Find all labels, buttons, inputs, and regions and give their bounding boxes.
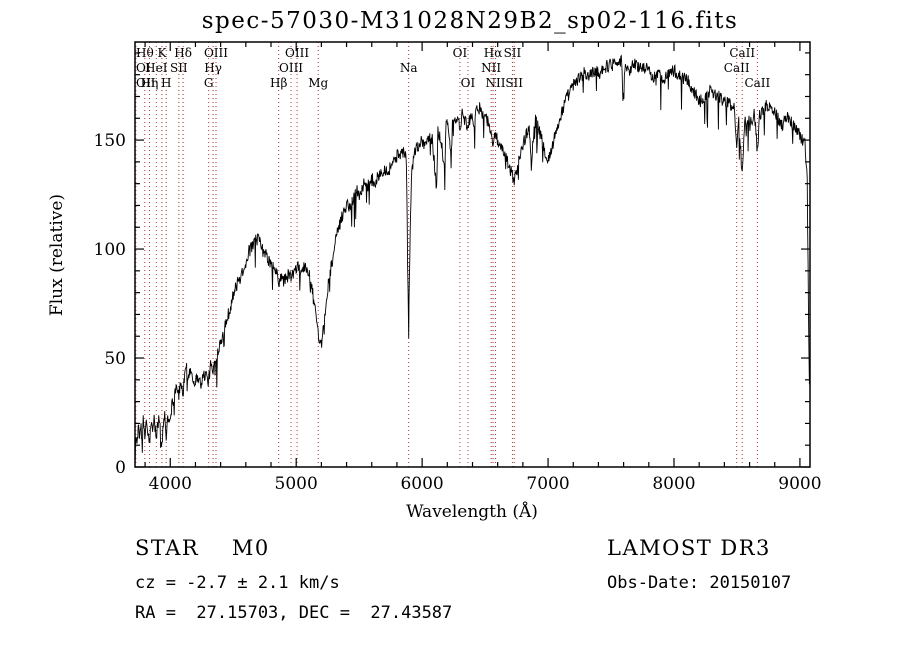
axis-ticks: 4000 5000 6000 7000 8000 9000 0 50 100 150 (94, 42, 822, 494)
spectrum-line (134, 54, 810, 466)
y-tick-label: 0 (115, 458, 126, 478)
object-class-label: STAR M0 (135, 536, 270, 560)
line-marker-label: SII (505, 76, 523, 90)
x-tick-label: 8000 (652, 474, 695, 494)
plot-frame (134, 41, 811, 468)
line-marker-label: CaII (744, 76, 770, 90)
x-tick-label: 9000 (778, 474, 821, 494)
y-axis-label: Flux (relative) (47, 194, 67, 316)
line-marker-label: CaII (729, 46, 755, 60)
line-marker-label: OII (136, 76, 156, 90)
line-marker-label: Hα (484, 46, 503, 60)
line-marker-label: G (204, 76, 214, 90)
spectral-line-markers (135, 42, 758, 467)
line-marker-label: Hβ (270, 76, 287, 90)
line-marker-label: H (161, 76, 171, 90)
plot-border (134, 41, 811, 468)
y-tick-label: 50 (104, 349, 126, 369)
line-marker-label: OIII (204, 46, 228, 60)
line-marker-label: Mg (308, 76, 328, 90)
line-marker-label: OIII (279, 61, 303, 75)
line-marker-label: Hδ (174, 46, 192, 60)
spectrum-trace (134, 54, 810, 466)
line-marker-label: Hγ (204, 61, 222, 75)
line-marker-label: Na (400, 61, 418, 75)
line-marker-label: Hθ (136, 46, 154, 60)
survey-label: LAMOST DR3 (607, 536, 771, 560)
line-marker-label: HeI (145, 61, 168, 75)
x-tick-label: 7000 (526, 474, 569, 494)
ra-dec-line: RA = 27.15703, DEC = 27.43587 (135, 603, 452, 623)
cz-velocity-line: cz = -2.7 ± 2.1 km/s (135, 573, 340, 593)
x-tick-label: 5000 (275, 474, 318, 494)
y-tick-label: 150 (94, 131, 126, 151)
line-marker-label: CaII (724, 61, 750, 75)
line-marker-label: OI (136, 61, 151, 75)
line-marker-label: NII (481, 61, 501, 75)
line-marker-label: OI (453, 46, 468, 60)
x-tick-label: 6000 (400, 474, 443, 494)
plot-title: spec-57030-M31028N29B2_sp02-116.fits (202, 8, 739, 34)
line-marker-label: SII (504, 46, 522, 60)
y-tick-label: 100 (94, 240, 126, 260)
line-marker-label: SII (170, 61, 188, 75)
line-marker-label: Hη (141, 76, 159, 90)
x-axis-label: Wavelength (Å) (406, 501, 538, 522)
x-tick-label: 4000 (149, 474, 192, 494)
line-marker-label: OIII (285, 46, 309, 60)
line-marker-label: OI (461, 76, 476, 90)
line-marker-label: K (157, 46, 167, 60)
obs-date-line: Obs-Date: 20150107 (607, 573, 791, 593)
line-marker-label: NII (486, 76, 506, 90)
